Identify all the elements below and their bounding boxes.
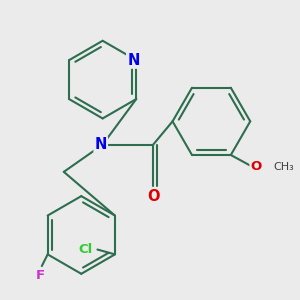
Text: Cl: Cl <box>79 243 93 256</box>
Text: N: N <box>94 137 107 152</box>
Text: O: O <box>147 189 159 204</box>
Text: F: F <box>35 269 44 282</box>
Text: N: N <box>127 53 140 68</box>
Text: O: O <box>250 160 262 173</box>
Text: CH₃: CH₃ <box>274 162 294 172</box>
